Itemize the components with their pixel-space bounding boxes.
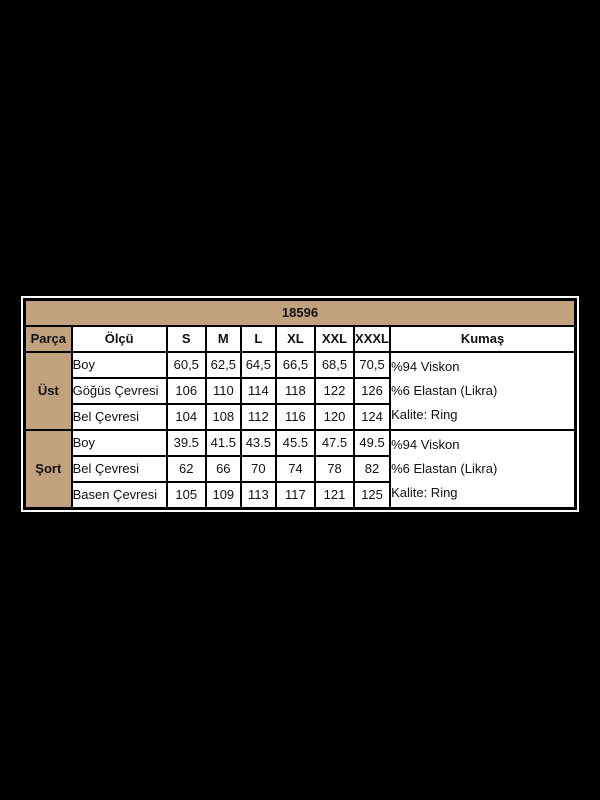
measure-cell: Basen Çevresi	[70, 481, 168, 510]
table-row-ust-boy: Üst Boy 60,5 62,5 64,5 66,5 68,5 70,5 %9…	[23, 351, 577, 431]
fabric-line: %94 Viskon	[391, 358, 460, 374]
size-value-cell: 105	[165, 481, 207, 510]
table-row-sort-boy: Şort Boy 39.5 41.5 43.5 45.5 47.5 49.5 %…	[23, 429, 577, 510]
size-value-cell: 125	[353, 481, 392, 510]
size-value-cell: 117	[274, 481, 316, 510]
size-value-cell: 68,5	[313, 351, 356, 379]
size-value-cell: 120	[313, 403, 356, 431]
size-value-cell: 66	[204, 455, 242, 483]
size-value-cell: 66,5	[274, 351, 316, 379]
fabric-line: %6 Elastan (Likra)	[391, 460, 498, 476]
col-header-size-xxl: XXL	[313, 325, 356, 353]
fabric-line: %6 Elastan (Likra)	[391, 382, 498, 398]
fabric-lines: %94 Viskon %6 Elastan (Likra) Kalite: Ri…	[391, 433, 573, 505]
table-row-ust-gogus: Göğüs Çevresi 106 110 114 118 122 126	[25, 377, 576, 405]
size-value-cell: 104	[165, 403, 207, 431]
col-header-size-l: L	[239, 325, 277, 353]
size-value-cell: 64,5	[239, 351, 277, 379]
part-cell-sort: Şort	[23, 429, 73, 510]
size-value-cell: 47.5	[313, 429, 356, 457]
col-header-size-m: M	[204, 325, 242, 353]
fabric-line: Kalite: Ring	[391, 406, 458, 422]
fabric-cell-ust: %94 Viskon %6 Elastan (Likra) Kalite: Ri…	[389, 351, 577, 431]
size-value-cell: 78	[313, 455, 356, 483]
size-value-cell: 60,5	[165, 351, 207, 379]
table-row-sort-basen: Basen Çevresi 105 109 113 117 121 125	[25, 481, 576, 510]
size-value-cell: 126	[353, 377, 392, 405]
fabric-line: Kalite: Ring	[391, 484, 458, 500]
size-value-cell: 70,5	[353, 351, 392, 379]
col-header-size-xxxl: XXXL	[353, 325, 392, 353]
table-row-ust-bel: Bel Çevresi 104 108 112 116 120 124	[25, 403, 576, 431]
size-value-cell: 122	[313, 377, 356, 405]
size-value-cell: 45.5	[274, 429, 316, 457]
size-value-cell: 112	[239, 403, 277, 431]
fabric-line: %94 Viskon	[391, 436, 460, 452]
size-value-cell: 62,5	[204, 351, 242, 379]
size-value-cell: 108	[204, 403, 242, 431]
measure-cell: Boy	[70, 351, 168, 379]
size-value-cell: 114	[239, 377, 277, 405]
size-value-cell: 41.5	[204, 429, 242, 457]
col-header-size-xl: XL	[274, 325, 316, 353]
measure-cell: Bel Çevresi	[70, 403, 168, 431]
size-value-cell: 116	[274, 403, 316, 431]
col-header-kumas: Kumaş	[389, 325, 577, 353]
size-chart-frame: 18596 Parça Ölçü S M L XL XXL XXXL Kumaş	[21, 296, 579, 512]
part-cell-ust: Üst	[23, 351, 73, 431]
size-value-cell: 82	[353, 455, 392, 483]
size-value-cell: 124	[353, 403, 392, 431]
model-number: 18596	[23, 298, 577, 327]
col-header-olcu: Ölçü	[70, 325, 168, 353]
fabric-lines: %94 Viskon %6 Elastan (Likra) Kalite: Ri…	[391, 355, 573, 427]
size-value-cell: 49.5	[353, 429, 392, 457]
size-value-cell: 109	[204, 481, 242, 510]
size-value-cell: 113	[239, 481, 277, 510]
measure-cell: Göğüs Çevresi	[70, 377, 168, 405]
column-header-row: Parça Ölçü S M L XL XXL XXXL Kumaş	[23, 325, 577, 353]
size-value-cell: 118	[274, 377, 316, 405]
size-value-cell: 74	[274, 455, 316, 483]
size-value-cell: 62	[165, 455, 207, 483]
measure-cell: Boy	[70, 429, 168, 457]
size-value-cell: 39.5	[165, 429, 207, 457]
size-value-cell: 110	[204, 377, 242, 405]
title-row: 18596	[23, 298, 577, 327]
size-value-cell: 121	[313, 481, 356, 510]
table-row-sort-bel: Bel Çevresi 62 66 70 74 78 82	[25, 455, 576, 483]
size-value-cell: 43.5	[239, 429, 277, 457]
size-value-cell: 106	[165, 377, 207, 405]
size-chart-table: 18596 Parça Ölçü S M L XL XXL XXXL Kumaş	[23, 298, 577, 510]
size-value-cell: 70	[239, 455, 277, 483]
col-header-size-s: S	[165, 325, 207, 353]
col-header-parca: Parça	[23, 325, 73, 353]
measure-cell: Bel Çevresi	[70, 455, 168, 483]
fabric-cell-sort: %94 Viskon %6 Elastan (Likra) Kalite: Ri…	[389, 429, 577, 510]
